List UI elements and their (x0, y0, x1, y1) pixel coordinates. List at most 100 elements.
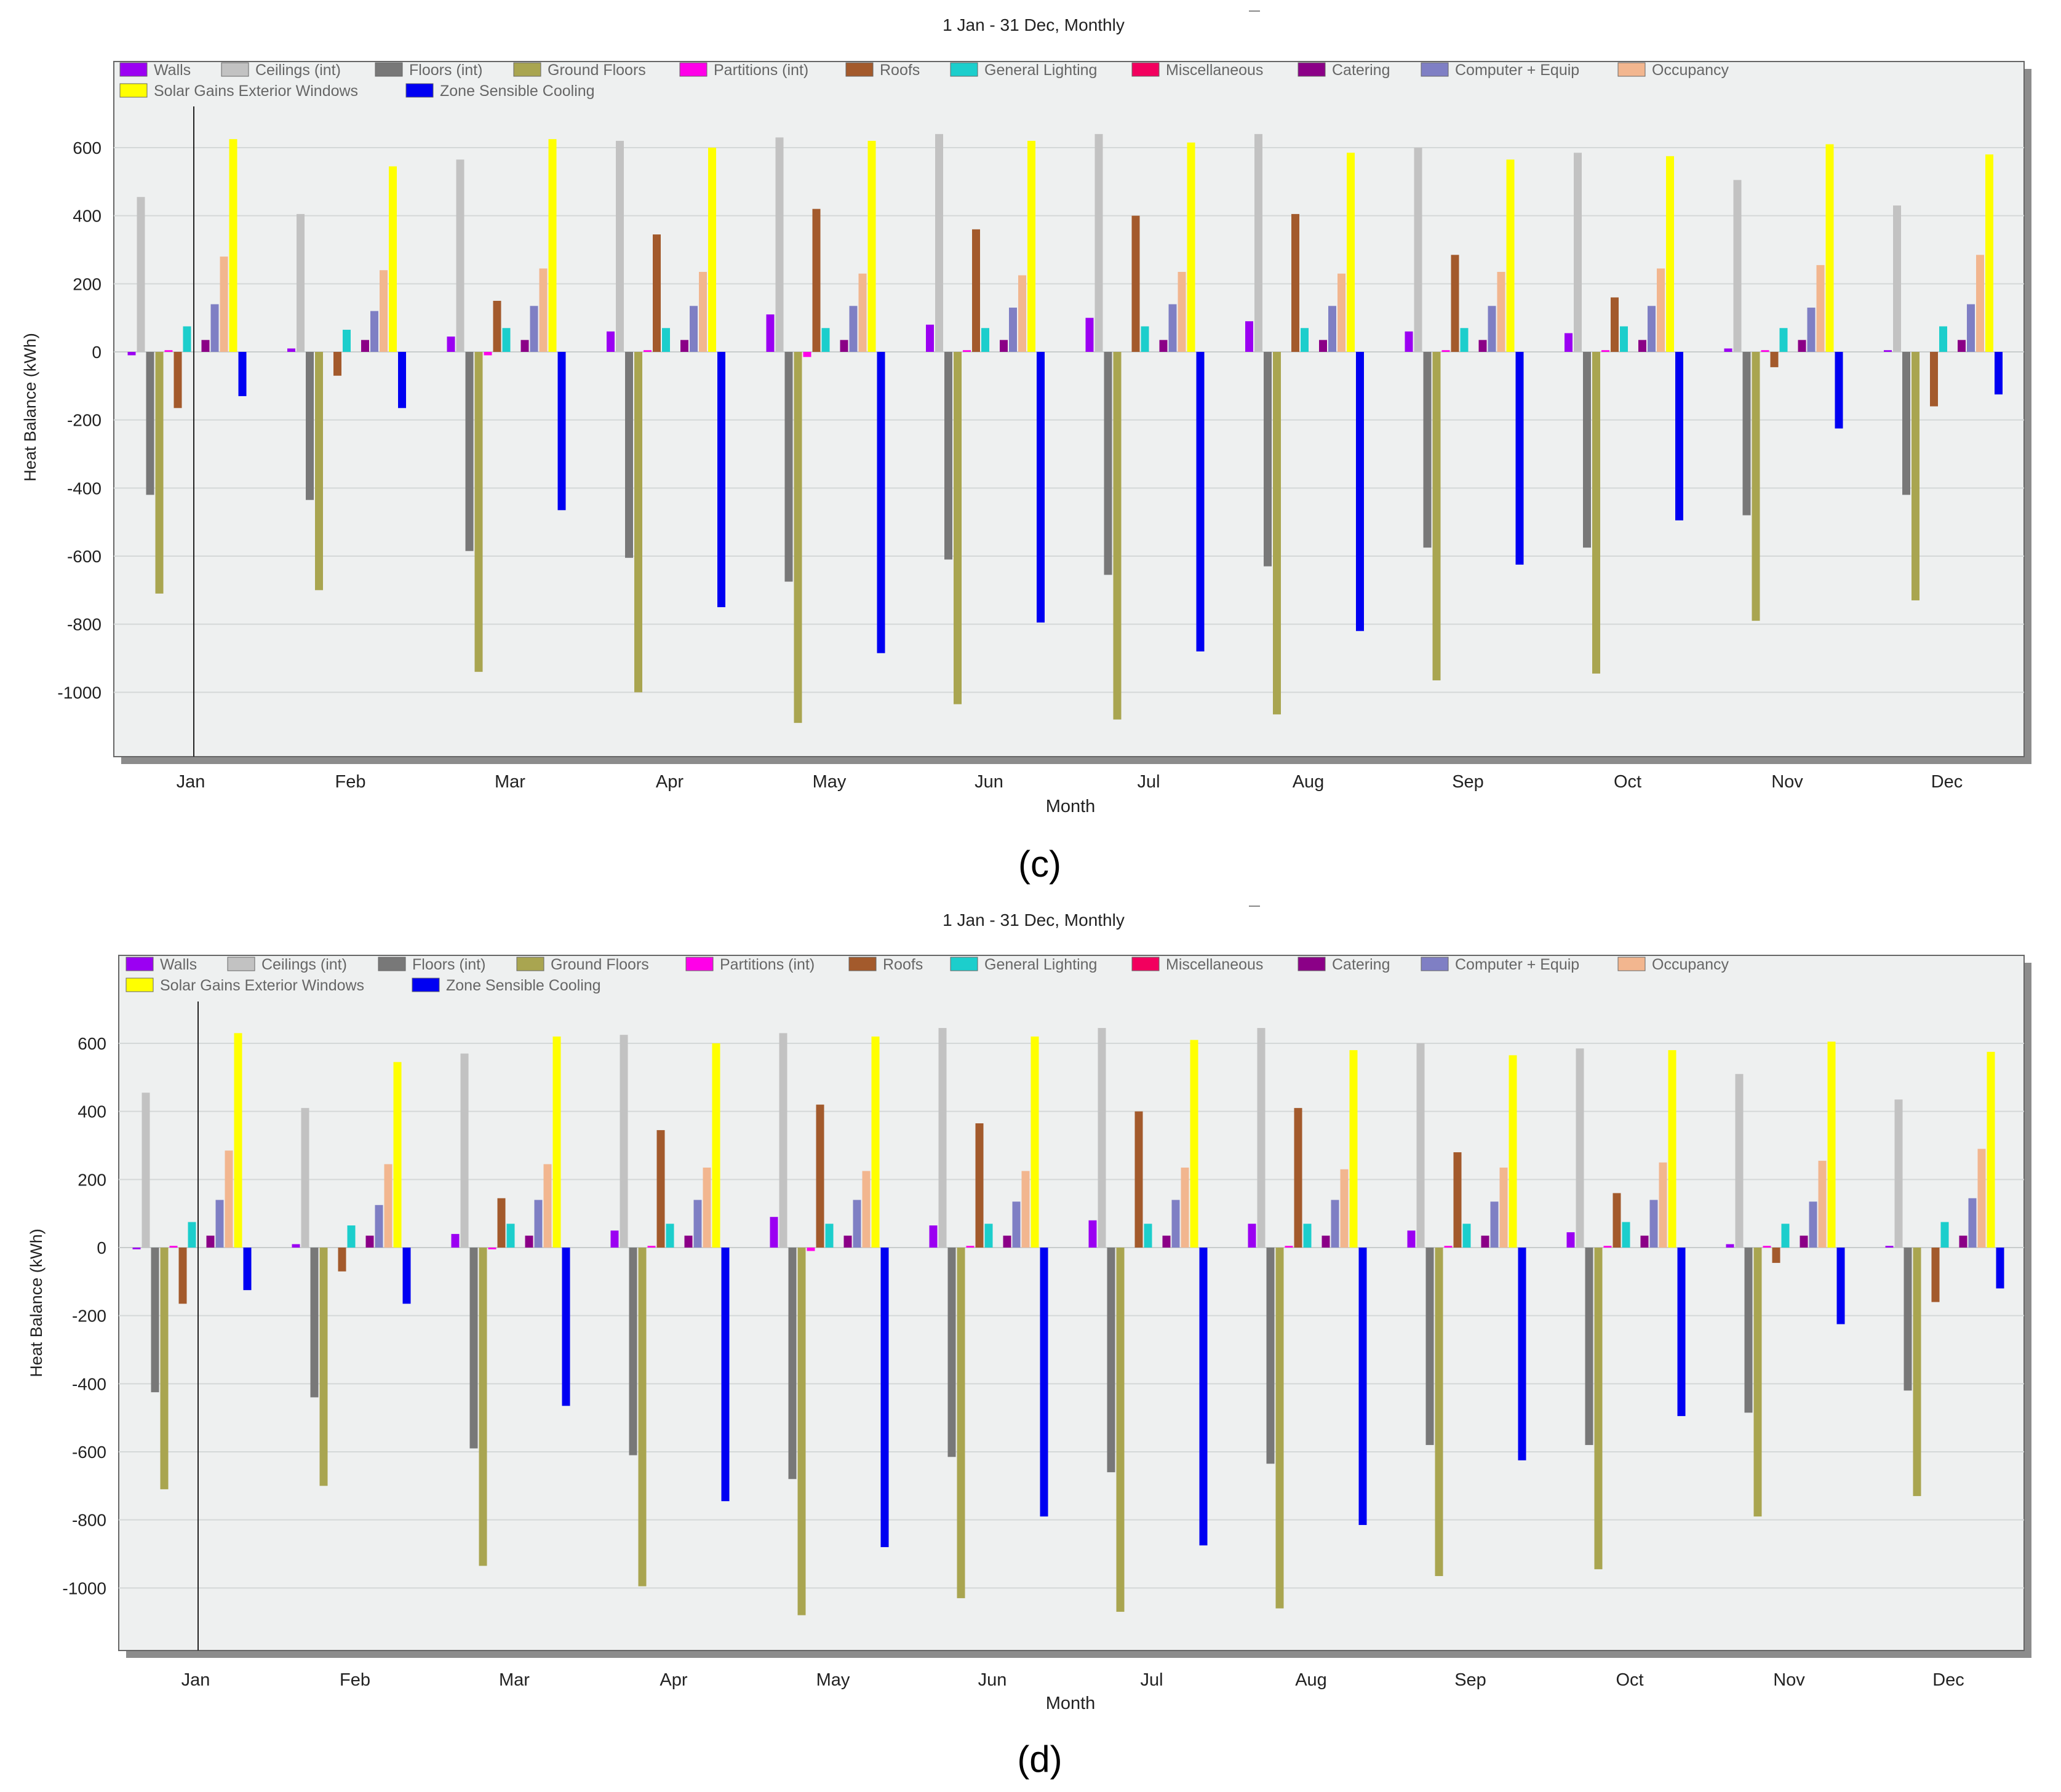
bar-floors-int--may (784, 352, 793, 582)
bar-floors-int--jan (151, 1248, 159, 1393)
bar-ground-floors-aug (1273, 352, 1281, 715)
bar-computer-equip-nov (1807, 308, 1816, 352)
bar-ceilings-int--nov (1733, 180, 1742, 352)
bar-ground-floors-feb (319, 1248, 328, 1486)
bar-computer-equip-nov (1809, 1201, 1817, 1248)
x-tick-label: Nov (1771, 772, 1803, 792)
bar-roofs-jun (975, 1123, 984, 1248)
bar-computer-equip-feb (375, 1205, 383, 1248)
y-tick-label: 0 (97, 1238, 106, 1257)
bar-computer-equip-jun (1012, 1201, 1021, 1248)
panel-caption: (c) (1018, 843, 1061, 885)
bar-occupancy-oct (1657, 268, 1665, 352)
bar-floors-int--mar (469, 1248, 478, 1449)
y-tick-label: 600 (78, 1034, 106, 1053)
bar-general-lighting-nov (1781, 1224, 1790, 1248)
bar-walls-jul (1088, 1220, 1097, 1248)
bar-occupancy-sep (1499, 1167, 1508, 1248)
legend-label: Ground Floors (551, 956, 649, 973)
bar-general-lighting-jun (984, 1224, 993, 1248)
y-tick-label: 400 (73, 207, 102, 226)
legend-label: Walls (160, 956, 197, 973)
legend-label: Miscellaneous (1166, 62, 1263, 79)
x-tick-label: Oct (1616, 1670, 1643, 1690)
bar-partitions-int--nov (1761, 350, 1769, 352)
legend-swatch (950, 957, 978, 971)
bar-walls-sep (1405, 331, 1413, 352)
bar-walls-jan (127, 352, 136, 356)
x-tick-label: Jul (1140, 1670, 1163, 1690)
bar-computer-equip-jan (210, 304, 219, 352)
bar-zone-sensible-cooling-nov (1835, 352, 1843, 429)
y-tick-label: -600 (72, 1443, 106, 1462)
bar-occupancy-aug (1337, 273, 1345, 352)
bar-walls-apr (607, 331, 615, 352)
legend-label: Roofs (880, 62, 920, 79)
bar-occupancy-apr (699, 271, 707, 352)
bar-zone-sensible-cooling-nov (1836, 1248, 1845, 1324)
legend-label: Solar Gains Exterior Windows (154, 82, 358, 100)
bar-zone-sensible-cooling-aug (1356, 352, 1364, 631)
bar-zone-sensible-cooling-oct (1677, 1248, 1686, 1416)
bar-occupancy-jul (1178, 271, 1186, 352)
bar-catering-dec (1959, 1235, 1967, 1248)
y-tick-label: 600 (73, 138, 102, 157)
bar-floors-int--sep (1425, 1248, 1434, 1445)
bar-roofs-sep (1453, 1152, 1462, 1248)
bar-ceilings-int--oct (1576, 1048, 1584, 1248)
bar-catering-jun (1000, 340, 1008, 352)
bar-catering-mar (525, 1235, 533, 1248)
legend-label: Computer + Equip (1455, 956, 1579, 973)
bar-floors-int--sep (1423, 352, 1432, 548)
bar-floors-int--may (788, 1248, 797, 1479)
bar-floors-int--jun (944, 352, 952, 560)
bar-roofs-nov (1772, 1248, 1780, 1263)
bar-zone-sensible-cooling-oct (1675, 352, 1683, 520)
bar-solar-gains-exterior-windows-oct (1668, 1050, 1676, 1248)
bar-ceilings-int--sep (1414, 148, 1422, 352)
legend-swatch (221, 62, 249, 77)
bar-ground-floors-mar (479, 1248, 487, 1566)
bar-ground-floors-jun (957, 1248, 965, 1598)
bar-floors-int--nov (1742, 352, 1751, 516)
legend-label: Miscellaneous (1166, 956, 1263, 973)
bar-ground-floors-feb (315, 352, 323, 591)
bar-occupancy-jan (225, 1150, 233, 1248)
bar-ground-floors-nov (1752, 352, 1760, 621)
y-tick-label: -200 (67, 411, 102, 430)
legend: Walls Ceilings (int) Floors (int) Ground Fl… (119, 62, 1729, 100)
bar-solar-gains-exterior-windows-feb (393, 1062, 402, 1248)
bar-catering-jun (1003, 1235, 1011, 1248)
legend-swatch (1298, 957, 1326, 971)
bar-computer-equip-aug (1331, 1200, 1339, 1248)
bar-roofs-sep (1451, 255, 1459, 352)
bar-occupancy-aug (1340, 1169, 1349, 1248)
bar-solar-gains-exterior-windows-apr (708, 148, 716, 352)
bar-walls-oct (1565, 333, 1573, 352)
bar-roofs-oct (1611, 297, 1619, 352)
bar-partitions-int--sep (1444, 1246, 1453, 1248)
legend-swatch (412, 978, 440, 992)
bar-ceilings-int--apr (620, 1035, 628, 1248)
bar-catering-mar (520, 340, 529, 352)
legend-swatch (1298, 62, 1326, 77)
bar-ceilings-int--nov (1735, 1073, 1744, 1248)
x-tick-label: Mar (495, 772, 525, 792)
legend-swatch (685, 957, 714, 971)
bar-walls-dec (1885, 1246, 1894, 1248)
bar-roofs-jul (1131, 215, 1140, 352)
bar-partitions-int--apr (644, 350, 652, 352)
bar-ground-floors-sep (1435, 1248, 1443, 1576)
legend-swatch (119, 62, 148, 77)
y-tick-label: 200 (73, 274, 102, 293)
bar-walls-aug (1245, 321, 1253, 352)
bar-solar-gains-exterior-windows-oct (1666, 156, 1674, 352)
bar-zone-sensible-cooling-may (880, 1248, 889, 1547)
bar-occupancy-may (862, 1171, 871, 1248)
bar-floors-int--oct (1583, 352, 1591, 548)
x-tick-label: Dec (1931, 772, 1963, 792)
legend-label: Solar Gains Exterior Windows (160, 977, 364, 994)
bar-occupancy-dec (1976, 255, 1984, 352)
bar-partitions-int--oct (1603, 1246, 1612, 1248)
bar-walls-oct (1566, 1232, 1575, 1248)
